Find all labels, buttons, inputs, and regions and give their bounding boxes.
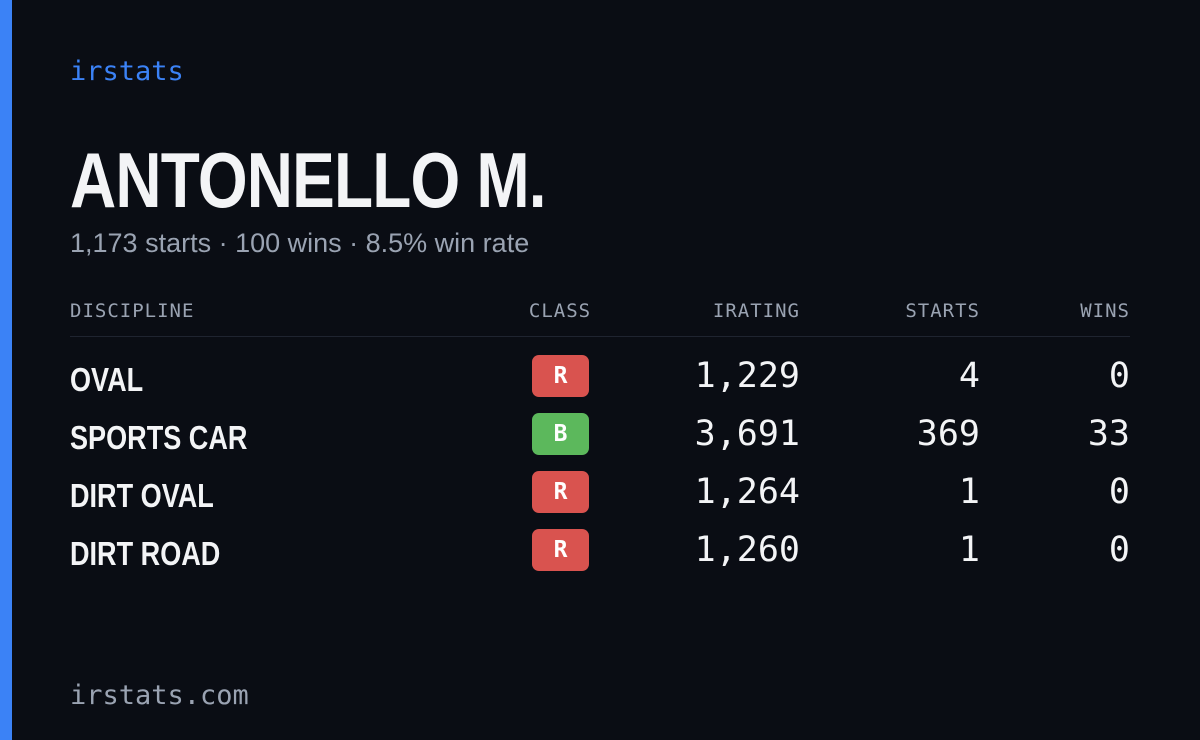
class-badge: B [532,413,589,455]
driver-name: ANTONELLO M. [70,136,547,224]
brand-logo: irstats [70,56,184,87]
starts-value: 369 [916,414,980,454]
table-header: DISCIPLINE CLASS IRATING STARTS WINS [70,296,1130,337]
wins-value: 0 [1108,530,1130,570]
table-row: OVAL R 1,229 4 0 [70,355,1130,413]
discipline-name: DIRT OVAL [70,477,214,514]
class-badge: R [532,471,589,513]
header-discipline: DISCIPLINE [70,300,195,322]
discipline-name: OVAL [70,361,144,398]
footer-site-link[interactable]: irstats.com [70,680,249,711]
starts-value: 1 [958,530,980,570]
class-badge: R [532,355,589,397]
irating-value: 3,691 [694,414,800,454]
irating-value: 1,229 [694,356,800,396]
accent-bar [0,0,12,740]
header-irating: IRATING [712,300,800,322]
wins-value: 0 [1108,472,1130,512]
wins-value: 0 [1108,356,1130,396]
table-row: SPORTS CAR B 3,691 369 33 [70,413,1130,471]
table-row: DIRT ROAD R 1,260 1 0 [70,529,1130,587]
irating-value: 1,264 [694,472,800,512]
starts-value: 4 [958,356,980,396]
wins-value: 33 [1087,414,1130,454]
starts-value: 1 [958,472,980,512]
class-badge: R [532,529,589,571]
table-row: DIRT OVAL R 1,264 1 0 [70,471,1130,529]
table-body: OVAL R 1,229 4 0 SPORTS CAR B 3,691 369 … [70,355,1130,587]
header-class: CLASS [528,300,592,322]
irating-value: 1,260 [694,530,800,570]
header-wins: WINS [1080,300,1130,322]
discipline-name: SPORTS CAR [70,419,248,456]
driver-summary: 1,173 starts · 100 wins · 8.5% win rate [70,228,530,258]
stats-table: DISCIPLINE CLASS IRATING STARTS WINS OVA… [70,296,1130,587]
header-starts: STARTS [905,300,980,322]
discipline-name: DIRT ROAD [70,535,221,572]
